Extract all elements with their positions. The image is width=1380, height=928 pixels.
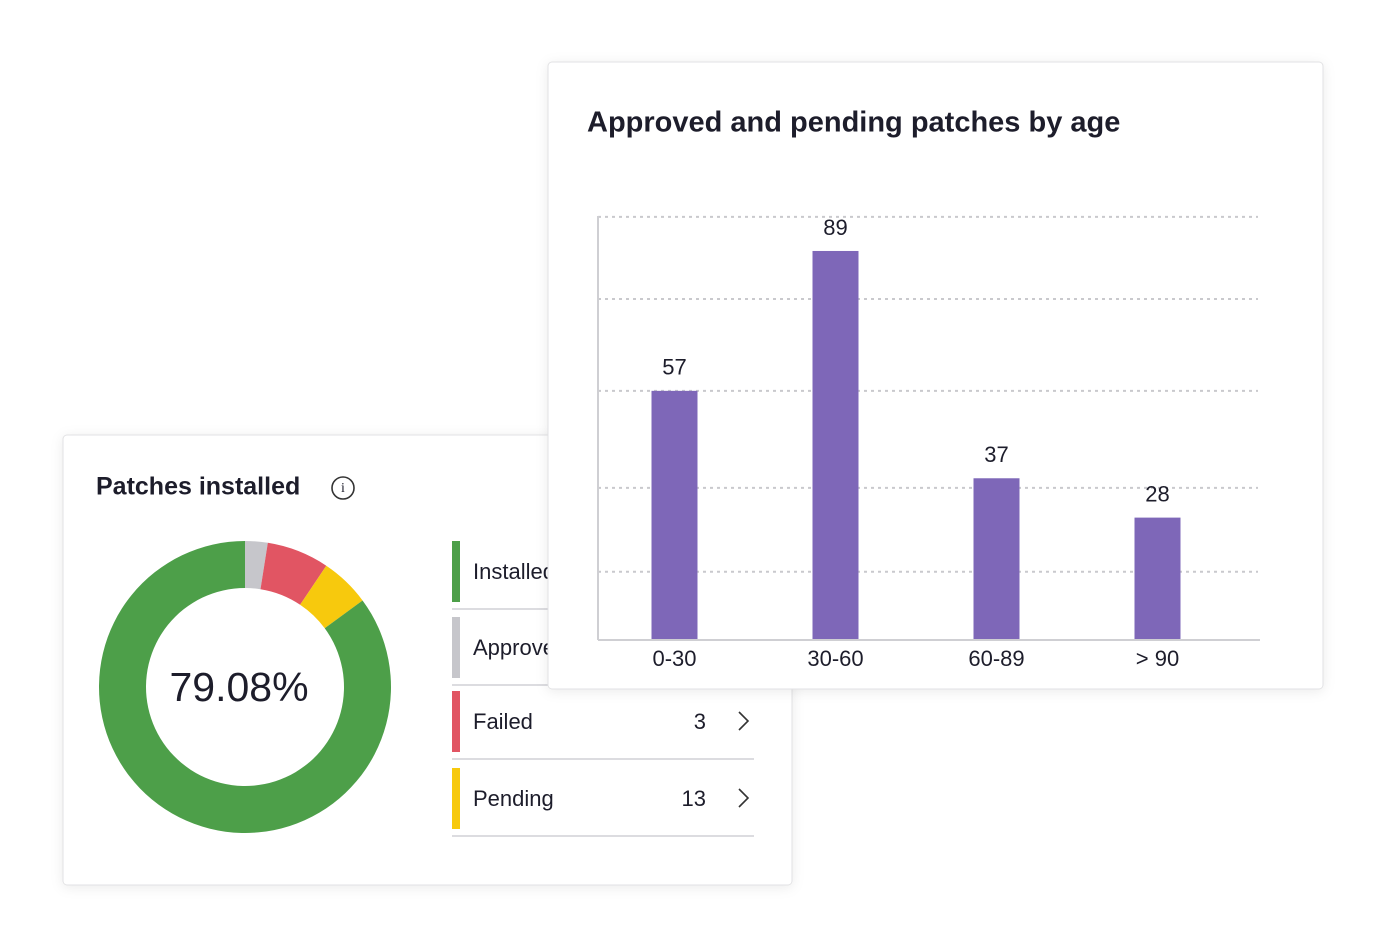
legend-swatch (452, 541, 460, 602)
chevron[interactable] (738, 711, 750, 731)
x-tick-label: 60-89 (968, 646, 1024, 671)
donut-slice (260, 542, 327, 605)
bar (812, 250, 859, 641)
bar (651, 390, 698, 640)
value-label: 37 (984, 442, 1008, 467)
bar (973, 478, 1020, 640)
value-label: 89 (823, 215, 847, 240)
legend-swatch (452, 617, 460, 678)
card-title: Patches installed (96, 473, 300, 501)
legend-count: 3 (694, 709, 706, 734)
bar (1134, 517, 1181, 640)
donut-slice (98, 541, 391, 833)
legend-swatch (452, 691, 460, 752)
legend-swatch (452, 768, 460, 829)
x-tick-label: > 90 (1136, 646, 1179, 671)
value-label: 28 (1145, 481, 1169, 506)
donut-slice (300, 565, 363, 629)
donut-slice (245, 541, 268, 590)
info-icon[interactable]: i (331, 476, 355, 500)
center-label: 79.08% (169, 664, 308, 710)
x-tick-label: 0-30 (652, 646, 696, 671)
card (547, 61, 1324, 690)
svg-text:i: i (341, 481, 345, 496)
legend-label[interactable]: Pending (473, 786, 554, 811)
x-tick-label: 30-60 (807, 646, 863, 671)
card-title: Approved and pending patches by age (587, 107, 1120, 139)
legend-label[interactable]: Installed (473, 559, 555, 584)
legend-label[interactable]: Failed (473, 709, 533, 734)
chevron[interactable] (738, 788, 750, 808)
legend-count: 13 (682, 786, 706, 811)
age-card: Approved and pending patches by age 57 0-… (547, 61, 1324, 690)
value-label: 57 (662, 355, 686, 380)
